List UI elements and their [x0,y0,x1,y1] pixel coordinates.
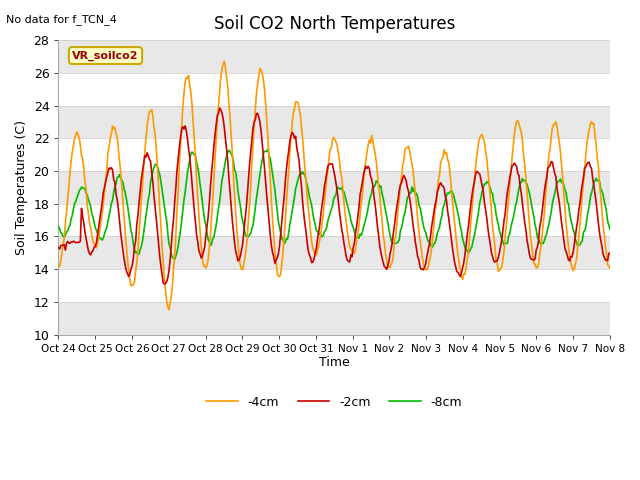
-2cm [289,131,297,137]
-8cm [557,180,565,185]
-4cm [365,137,373,143]
Line: -2cm: -2cm [58,108,610,284]
Bar [58,302,610,335]
-4cm [289,110,297,116]
-4cm [54,264,62,269]
-4cm [228,150,236,156]
-8cm [392,240,399,246]
Legend: -4cm, -2cm, -8cm: -4cm, -2cm, -8cm [201,391,467,414]
-8cm [462,248,470,253]
-2cm [557,220,565,226]
Line: -4cm: -4cm [58,61,610,310]
-4cm [606,265,614,271]
-4cm [392,233,399,239]
-8cm [54,224,62,229]
Text: VR_soilco2: VR_soilco2 [72,50,139,60]
-4cm [462,265,470,271]
-2cm [606,251,614,256]
Y-axis label: Soil Temperatures (C): Soil Temperatures (C) [15,120,28,255]
Text: No data for f_TCN_4: No data for f_TCN_4 [6,14,117,25]
-8cm [365,198,373,204]
Title: Soil CO2 North Temperatures: Soil CO2 North Temperatures [214,15,455,33]
Bar [58,40,610,73]
-8cm [289,201,297,206]
Bar [58,106,610,138]
-2cm [365,166,373,171]
-2cm [216,105,223,111]
-2cm [161,281,168,287]
-4cm [165,307,173,312]
-2cm [54,245,62,251]
-8cm [171,257,179,263]
-4cm [557,163,565,169]
-2cm [392,211,399,216]
Bar [58,236,610,269]
Bar [58,171,610,204]
X-axis label: Time: Time [319,356,349,369]
-2cm [228,217,236,223]
-2cm [462,243,470,249]
-8cm [606,227,614,232]
-4cm [220,58,228,64]
Line: -8cm: -8cm [58,149,610,260]
-8cm [227,151,235,157]
-8cm [264,146,272,152]
